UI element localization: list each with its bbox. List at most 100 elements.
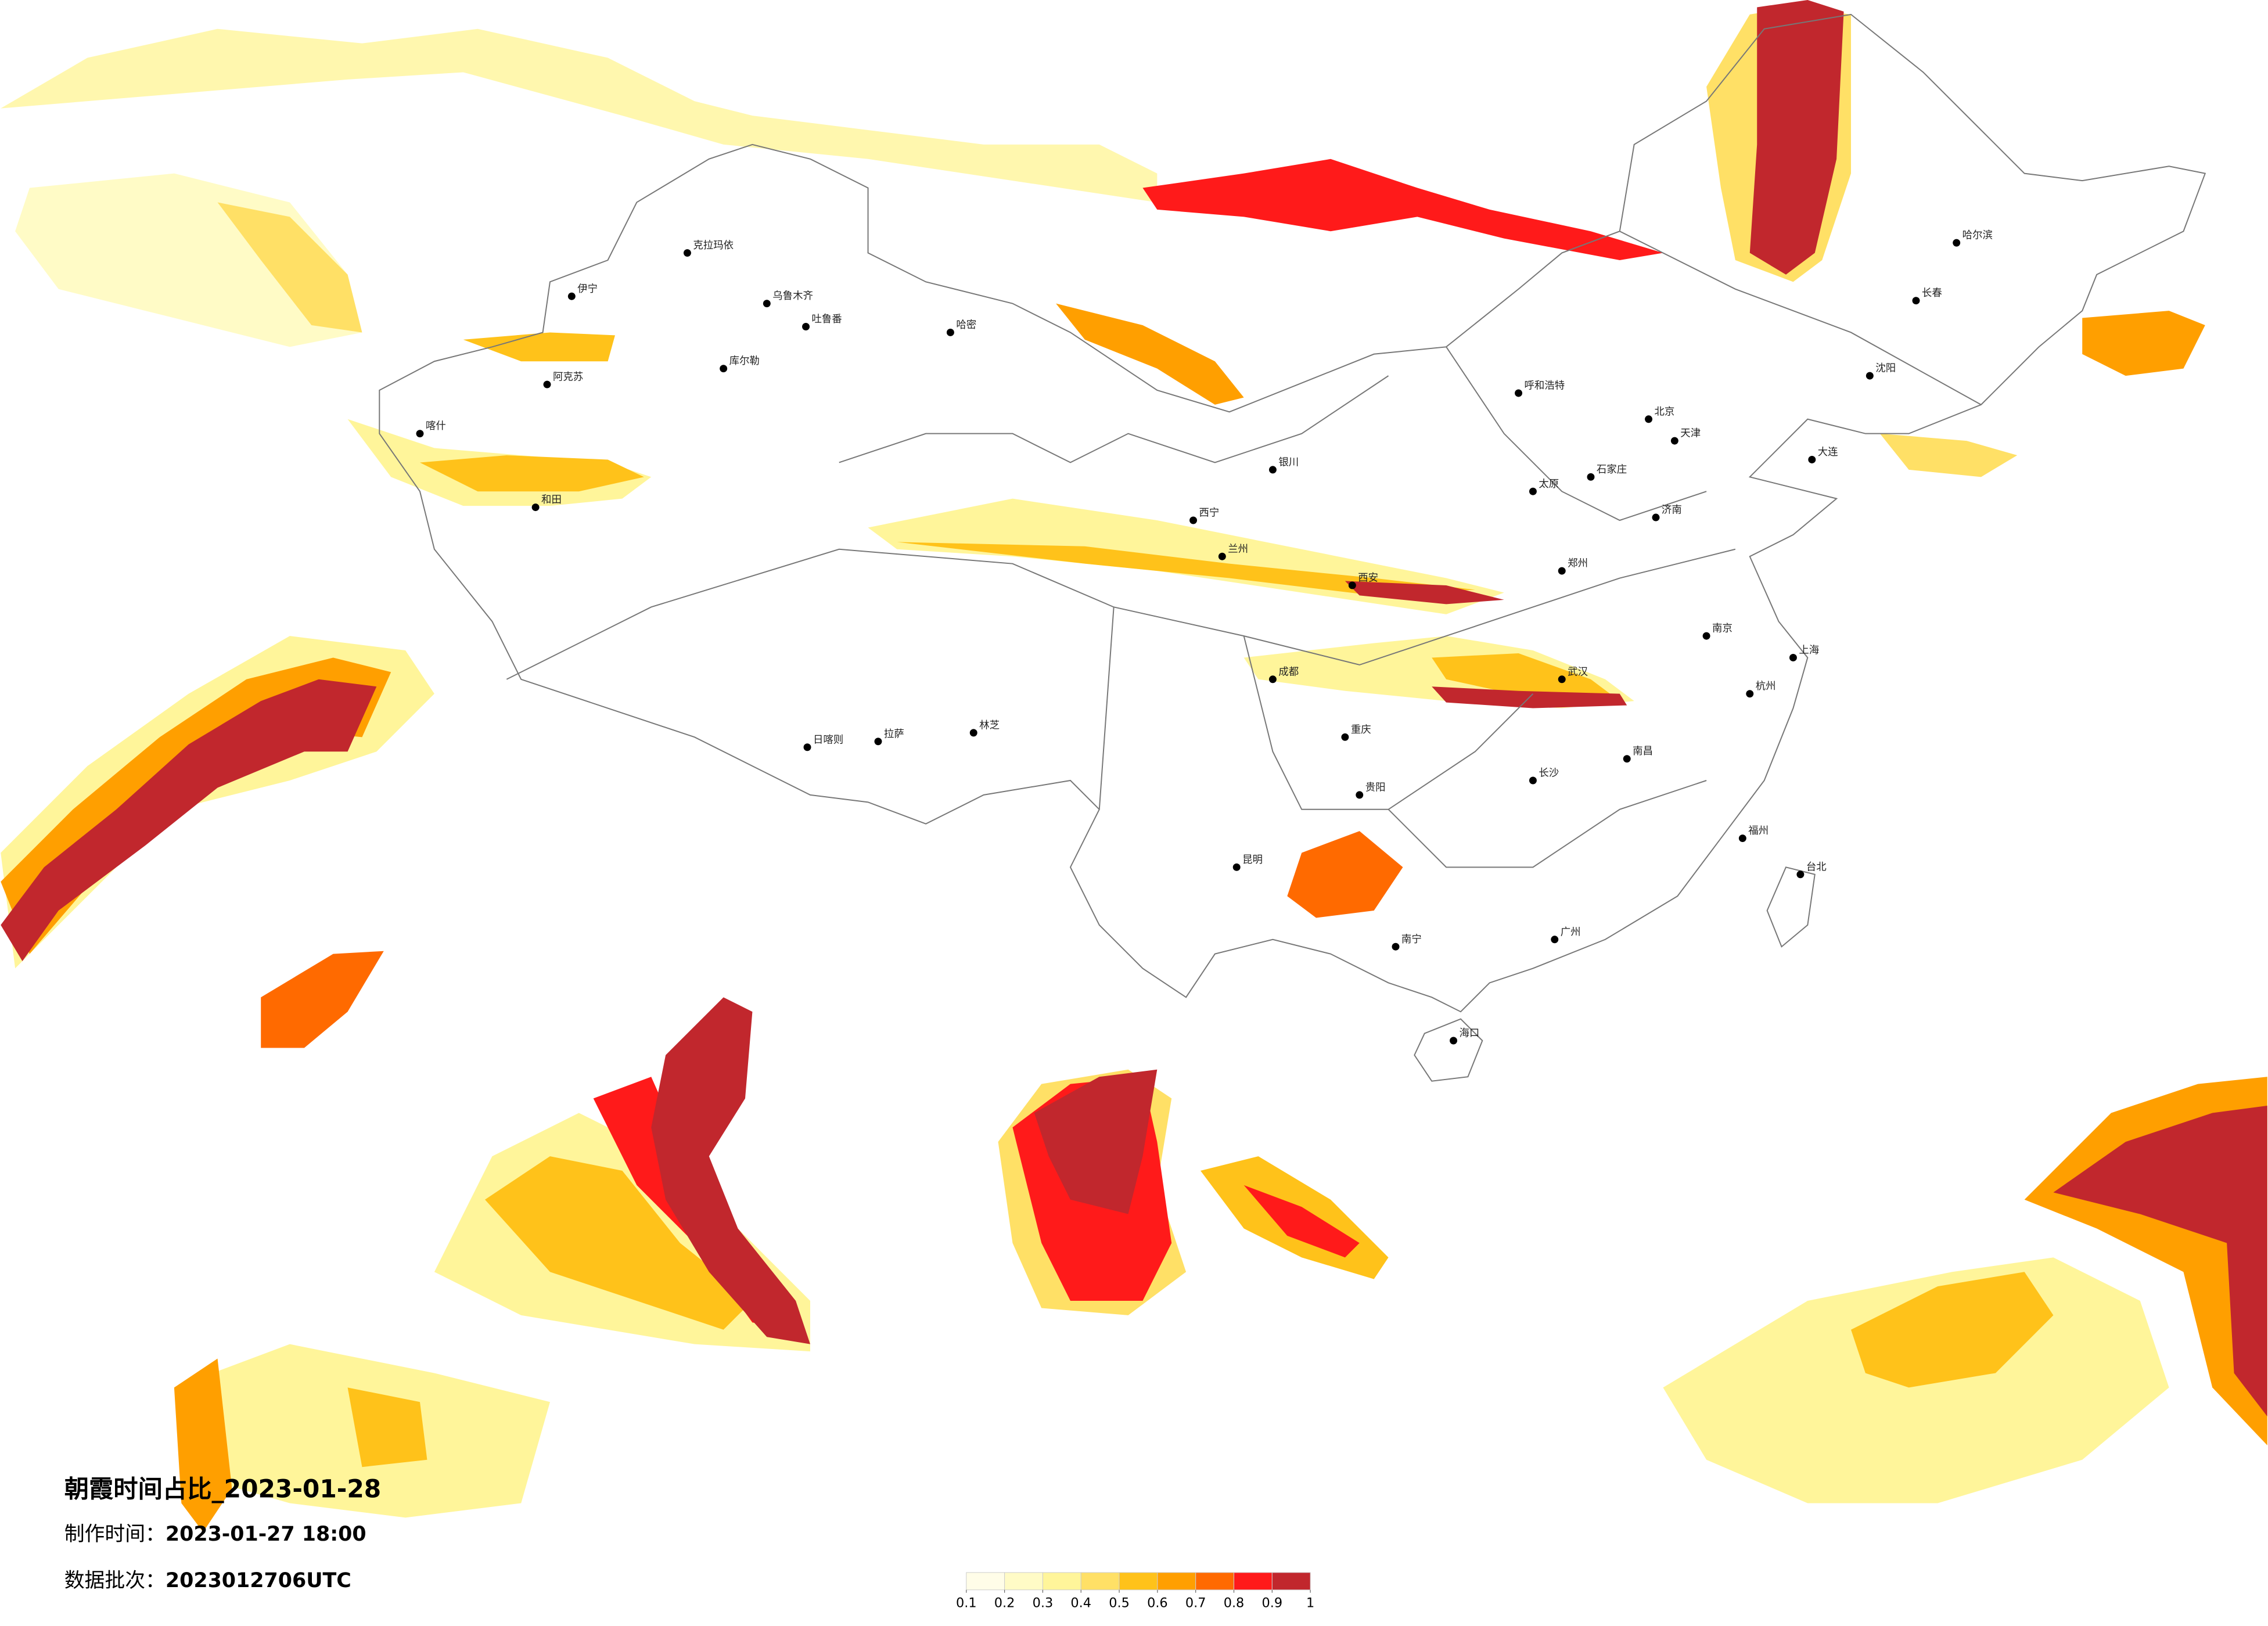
legend-tick-label: 0.3 <box>1033 1596 1054 1611</box>
city-label: 喀什 <box>426 420 446 432</box>
heat-area <box>174 1358 232 1533</box>
province-border <box>506 548 1115 810</box>
city-dot <box>531 503 540 512</box>
heat-area <box>2053 1106 2267 1417</box>
city-dot <box>1912 297 1920 305</box>
heat-area <box>261 951 384 1048</box>
city-label: 长沙 <box>1539 768 1559 779</box>
heat-area <box>463 332 615 362</box>
city-dot <box>1341 733 1349 741</box>
city-label: 兰州 <box>1228 544 1248 555</box>
info-line: 制作时间：2023-01-27 18:00 <box>64 1523 366 1546</box>
city-label: 日喀则 <box>813 734 843 746</box>
city-label: 武汉 <box>1568 666 1588 678</box>
legend-tick-label: 0.9 <box>1262 1596 1283 1611</box>
city-label: 哈密 <box>956 319 976 331</box>
city-dot <box>1670 437 1678 445</box>
heat-area <box>1879 433 2018 477</box>
legend-tick-label: 1 <box>1306 1596 1314 1611</box>
heat-area <box>2082 311 2205 376</box>
city-dot <box>1623 755 1631 763</box>
info-line: 数据批次：2023012706UTC <box>64 1569 351 1592</box>
city-dot <box>1189 516 1198 524</box>
heat-area <box>1 28 1158 203</box>
city-dot <box>1587 473 1595 481</box>
legend-tick-label: 0.7 <box>1185 1596 1206 1611</box>
heat-area <box>484 1156 753 1330</box>
province-border <box>839 375 1389 463</box>
legend-swatch <box>1234 1572 1273 1591</box>
city-dot <box>1796 870 1805 879</box>
city-label: 石家庄 <box>1597 464 1627 476</box>
legend-swatch <box>1195 1572 1235 1591</box>
city-label: 福州 <box>1748 825 1769 837</box>
map-title: 朝霞时间占比_2023-01-28 <box>64 1474 381 1503</box>
legend-swatch <box>966 1572 1005 1591</box>
city-dot <box>683 249 691 257</box>
heat-area <box>1749 0 1844 275</box>
city-dot <box>1558 675 1566 684</box>
city-label: 库尔勒 <box>729 355 760 367</box>
city-dot <box>1356 791 1364 799</box>
heat-area <box>897 542 1475 596</box>
city-dot <box>1746 690 1754 698</box>
city-label: 广州 <box>1561 926 1581 938</box>
country-border <box>379 13 2206 1013</box>
city-label: 济南 <box>1662 505 1682 516</box>
province-border <box>1446 346 1707 521</box>
city-dot <box>969 729 977 737</box>
city-dot <box>803 743 811 751</box>
city-dot <box>720 365 728 373</box>
city-dot <box>1702 632 1710 640</box>
legend-tick-label: 0.5 <box>1109 1596 1130 1611</box>
city-label: 银川 <box>1278 456 1299 468</box>
city-dot <box>1392 942 1400 951</box>
heat-area <box>1243 1185 1360 1258</box>
heat-area <box>347 1387 427 1467</box>
legend-swatch <box>1004 1572 1043 1591</box>
legend-tick-label: 0.4 <box>1070 1596 1091 1611</box>
city-label: 吐鲁番 <box>811 314 842 325</box>
info-value: 2023012706UTC <box>166 1569 351 1592</box>
city-label: 阿克苏 <box>553 372 583 383</box>
city-label: 太原 <box>1539 479 1559 490</box>
island-border <box>1414 1018 1483 1082</box>
city-label: 哈尔滨 <box>1963 230 1993 242</box>
city-label: 南京 <box>1712 623 1733 635</box>
city-label: 大连 <box>1818 447 1838 458</box>
city-label: 长春 <box>1922 287 1942 299</box>
heat-area <box>1345 581 1504 605</box>
city-dot <box>1953 239 1961 247</box>
city-dot <box>763 300 771 308</box>
city-label: 昆明 <box>1242 854 1263 866</box>
city-dot <box>1808 455 1816 463</box>
city-dot <box>1232 863 1241 871</box>
heat-area <box>1 679 377 962</box>
legend-tick-label: 0.8 <box>1224 1596 1245 1611</box>
city-label: 台北 <box>1806 861 1827 873</box>
city-dot <box>1529 776 1537 785</box>
legend-swatch <box>1271 1572 1311 1591</box>
city-dot <box>567 292 576 300</box>
city-label: 沈阳 <box>1875 363 1896 375</box>
heat-area <box>1056 303 1244 405</box>
city-dot <box>1558 567 1566 575</box>
city-dot <box>1348 581 1356 589</box>
city-label: 南宁 <box>1401 934 1422 945</box>
city-dot <box>802 323 810 330</box>
city-label: 上海 <box>1799 645 1819 656</box>
city-label: 西宁 <box>1199 508 1220 519</box>
heat-area <box>419 455 644 492</box>
legend-swatch <box>1042 1572 1081 1591</box>
province-border <box>1243 635 1534 810</box>
heat-area <box>1850 1272 2054 1388</box>
city-label: 天津 <box>1680 428 1701 440</box>
heat-layer <box>1 0 2267 1533</box>
heat-area <box>1142 159 1663 260</box>
info-value: 2023-01-27 18:00 <box>166 1523 366 1546</box>
city-dot <box>1652 513 1660 521</box>
city-label: 西安 <box>1358 573 1378 584</box>
heat-area <box>1432 653 1620 702</box>
